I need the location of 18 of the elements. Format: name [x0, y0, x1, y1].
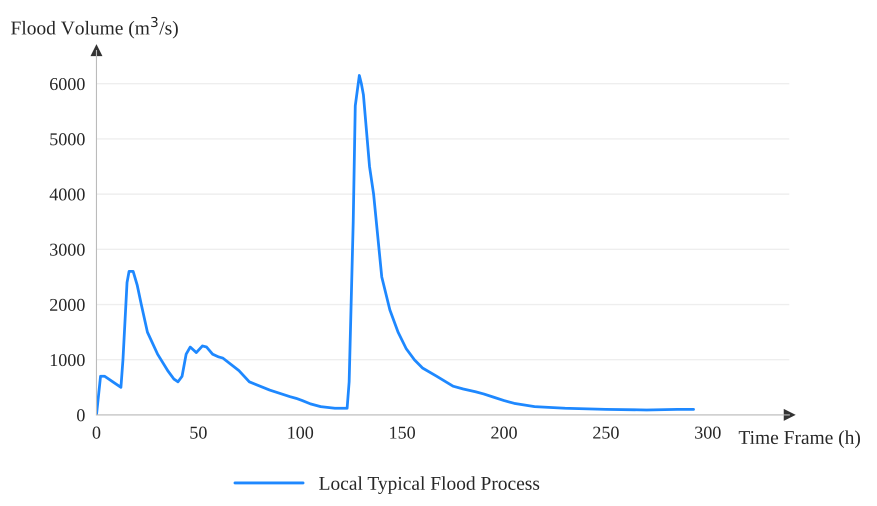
x-tick-label: 200 — [491, 426, 517, 439]
x-axis-title: Time Frame (h) — [738, 430, 860, 448]
x-tick-label: 100 — [288, 426, 314, 439]
x-tick-label: 150 — [390, 426, 415, 439]
legend-label: Local Typical Flood Process — [319, 476, 540, 494]
y-tick-label: 4000 — [50, 188, 85, 201]
y-tick-label: 3000 — [50, 244, 85, 256]
line-series — [96, 74, 695, 415]
x-tick-label: 300 — [695, 426, 721, 439]
x-tick-label: 50 — [190, 426, 207, 439]
y-tick-label: 1000 — [50, 354, 85, 366]
y-tick-label: 0 — [77, 409, 85, 422]
y-tick-label: 2000 — [50, 298, 85, 311]
y-axis-title: Flood Volume (m$^{3}$/s) — [11, 16, 178, 39]
y-tick-label: 5000 — [50, 133, 85, 146]
x-tick-label: 0 — [92, 426, 100, 439]
x-tick-label: 250 — [593, 426, 619, 439]
y-tick-label: 6000 — [50, 78, 85, 90]
